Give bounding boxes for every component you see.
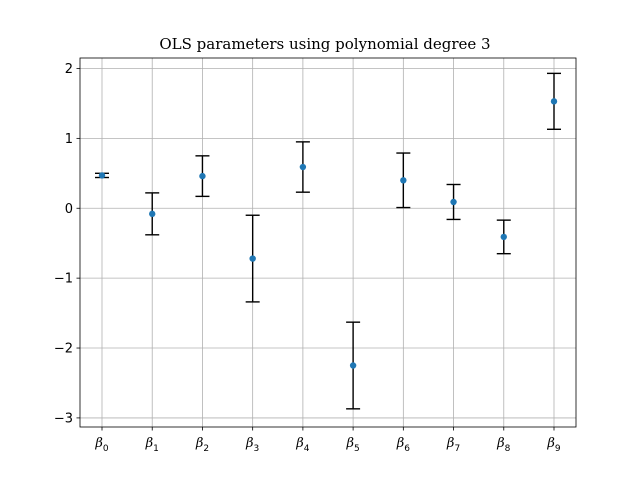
x-tick-label: β5 — [345, 436, 359, 454]
y-tick-label: −1 — [54, 272, 73, 287]
x-tick-label: β8 — [496, 436, 511, 454]
data-point — [299, 163, 307, 171]
plot-frame — [79, 57, 577, 428]
data-point — [550, 98, 558, 105]
y-tick-label: 2 — [65, 62, 73, 77]
x-tick-label: β7 — [446, 436, 460, 454]
data-point — [98, 172, 106, 179]
x-tick-label: β4 — [295, 436, 310, 454]
x-tick-label: β2 — [195, 436, 209, 454]
data-point — [349, 362, 357, 369]
x-tick-label: β0 — [94, 436, 109, 454]
error-bars — [95, 72, 561, 410]
y-tick-label: 1 — [65, 132, 73, 147]
x-tick-label: β1 — [145, 436, 159, 454]
data-point — [149, 210, 156, 218]
x-tick-label: β3 — [245, 436, 259, 454]
x-tick-label: β6 — [396, 436, 411, 454]
y-tick-label: 0 — [65, 202, 73, 217]
chart-title: OLS parameters using polynomial degree 3 — [159, 35, 490, 53]
data-point — [249, 255, 256, 262]
grid-lines — [80, 58, 576, 427]
y-axis-ticks: 2 1 0 −1 −2 −3 — [54, 62, 80, 426]
data-points — [98, 98, 558, 369]
data-point — [199, 172, 206, 180]
data-point — [500, 233, 507, 241]
x-tick-label: β9 — [546, 436, 561, 454]
x-axis-ticks: β0 β1 β2 β3 β4 β5 β6 β7 β8 β9 — [94, 427, 561, 454]
y-tick-label: −3 — [54, 411, 73, 426]
data-point — [400, 177, 407, 184]
data-point — [450, 198, 457, 206]
y-tick-label: −2 — [54, 342, 73, 357]
